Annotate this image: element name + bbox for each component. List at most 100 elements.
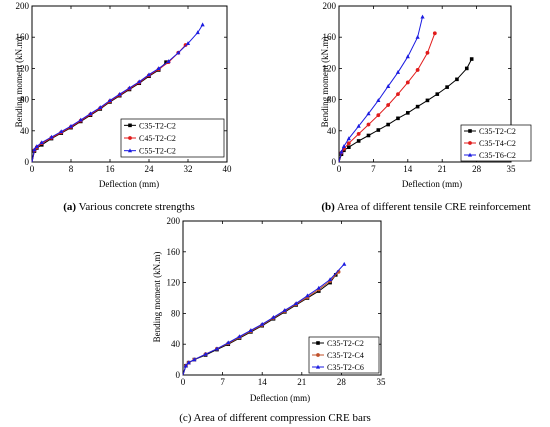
data-point <box>386 122 390 127</box>
data-point <box>405 80 410 85</box>
series-C55-T2-C2 <box>31 22 205 163</box>
data-point <box>366 111 371 116</box>
data-point <box>346 136 351 141</box>
legend-marker <box>127 148 133 153</box>
legend-marker <box>128 123 132 128</box>
data-point <box>395 70 401 74</box>
legend-label: C35-T4-C2 <box>479 139 516 148</box>
plot-frame <box>31 5 228 163</box>
legend-label: C55-T2-C2 <box>139 147 176 156</box>
data-point <box>164 60 168 64</box>
data-point <box>137 79 142 84</box>
x-tick-label: 21 <box>297 377 306 387</box>
data-point <box>445 85 449 89</box>
data-point <box>34 144 39 148</box>
data-point <box>425 98 430 103</box>
data-point <box>282 308 287 312</box>
chart-panel-b: Bending moment (kN.m) Deflection (mm) (b… <box>320 1 532 213</box>
data-point <box>396 116 400 121</box>
data-point <box>356 139 361 143</box>
data-point <box>356 123 361 128</box>
data-point <box>200 22 205 27</box>
caption-letter: (b) <box>321 201 335 213</box>
data-point <box>396 92 400 97</box>
data-point <box>237 334 242 339</box>
data-point <box>192 357 197 362</box>
y-axis-label: Bending moment (kN.m) <box>152 252 162 343</box>
caption: (a) Various concrete strengths <box>63 201 194 213</box>
legend-label: C35-T2-C6 <box>327 363 364 372</box>
legend-marker <box>468 129 472 133</box>
y-tick-label: 80 <box>20 95 30 105</box>
caption-text: Various concrete strengths <box>76 201 195 213</box>
x-tick-label: 35 <box>377 377 387 387</box>
series-line <box>338 58 473 163</box>
x-tick-label: 0 <box>337 164 342 174</box>
x-tick-label: 8 <box>69 164 74 174</box>
data-point <box>39 140 44 145</box>
x-tick-label: 14 <box>258 377 268 387</box>
legend-marker <box>316 341 320 345</box>
y-tick-label: 80 <box>327 95 337 105</box>
data-point <box>107 98 113 102</box>
legend-label: C35-T2-C4 <box>327 351 364 360</box>
data-point <box>339 149 344 154</box>
caption: (c) Area of different compression CRE ba… <box>179 412 371 424</box>
y-tick-label: 0 <box>25 157 30 167</box>
data-point <box>435 92 440 96</box>
y-tick-label: 200 <box>167 216 181 226</box>
y-tick-label: 160 <box>16 32 30 42</box>
y-tick-label: 0 <box>332 157 337 167</box>
data-point <box>183 363 188 368</box>
legend-label: C35-T6-C2 <box>479 151 516 160</box>
y-axis-label: Bending moment (kN.m) <box>14 37 24 128</box>
x-tick-label: 7 <box>220 377 225 387</box>
legend-marker <box>467 152 473 157</box>
series-C35-T6-C2 <box>338 14 425 163</box>
plot-frame <box>338 5 512 163</box>
x-tick-label: 28 <box>472 164 482 174</box>
x-tick-label: 35 <box>507 164 517 174</box>
data-point <box>185 41 191 46</box>
chart-panel-c: Bending moment (kN.m) Deflection (mm) (c… <box>152 216 386 424</box>
data-point <box>305 293 310 298</box>
data-point <box>127 85 132 90</box>
data-point <box>59 129 64 134</box>
data-point <box>156 66 161 70</box>
data-point <box>366 122 371 127</box>
y-tick-label: 120 <box>16 63 30 73</box>
y-tick-label: 40 <box>20 126 30 136</box>
data-point <box>376 113 381 118</box>
x-tick-label: 40 <box>223 164 233 174</box>
legend: C35-T2-C2 C35-T2-C4 C35-T2-C6 <box>308 336 380 374</box>
x-tick-label: 21 <box>438 164 447 174</box>
y-tick-label: 40 <box>327 126 337 136</box>
chart-panel-a: Bending moment (kN.m) Deflection (mm) (a… <box>14 1 232 213</box>
y-tick-label: 200 <box>323 1 337 11</box>
data-point <box>186 360 191 365</box>
data-point <box>366 133 371 138</box>
data-point <box>176 50 181 55</box>
data-point <box>195 30 200 35</box>
data-point <box>327 277 333 282</box>
series-C35-T2-C6 <box>182 261 347 376</box>
y-tick-label: 120 <box>323 63 337 73</box>
legend-marker <box>128 136 132 140</box>
series-C35-T4-C2 <box>338 31 437 163</box>
x-tick-label: 24 <box>145 164 155 174</box>
y-axis-label: Bending moment (kN.m) <box>320 37 330 128</box>
data-point <box>420 14 425 19</box>
data-point <box>166 59 171 63</box>
x-tick-label: 16 <box>106 164 116 174</box>
data-point <box>294 301 299 305</box>
data-point <box>415 68 420 72</box>
legend-marker <box>468 141 472 145</box>
series-line <box>338 33 436 163</box>
data-point <box>386 84 391 88</box>
data-point <box>415 104 420 109</box>
x-axis-label: Deflection (mm) <box>402 179 462 189</box>
y-tick-label: 0 <box>176 370 181 380</box>
data-point <box>117 91 122 96</box>
plot-frame <box>182 220 382 376</box>
